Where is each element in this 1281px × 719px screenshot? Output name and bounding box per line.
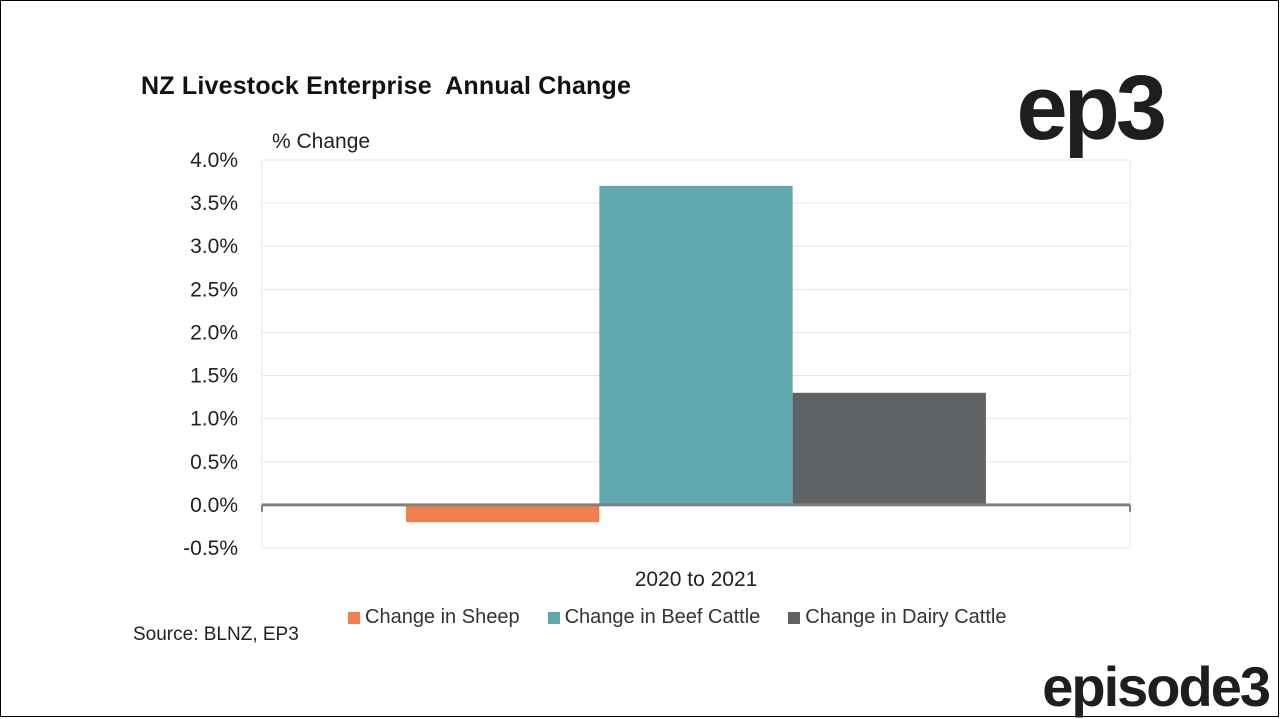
axes — [261, 503, 1131, 512]
legend-swatch — [547, 611, 560, 624]
ep3-logo: ep3 — [1016, 57, 1167, 159]
y-tick-label: -0.5% — [183, 537, 238, 560]
y-tick-label: 0.5% — [190, 451, 238, 474]
y-axis-label: % Change — [272, 130, 371, 153]
y-tick-label: 2.0% — [190, 321, 238, 344]
x-category-labels: 2020 to 2021 — [635, 568, 758, 591]
y-tick-label: 1.0% — [190, 408, 238, 431]
x-category-label: 2020 to 2021 — [635, 568, 758, 591]
legend-item: Change in Sheep — [348, 606, 520, 629]
legend-label: Change in Dairy Cattle — [805, 606, 1007, 628]
chart-legend: Change in Sheep Change in Beef Cattle Chan… — [348, 606, 1006, 629]
y-tick-label: 1.5% — [190, 365, 238, 388]
y-tick-label: 4.0% — [190, 149, 238, 172]
y-tick-label: 3.0% — [190, 235, 238, 258]
bar-change-in-sheep — [406, 504, 600, 523]
bars — [406, 185, 986, 523]
legend-swatch — [788, 611, 801, 624]
bar-change-in-beef-cattle — [599, 185, 793, 505]
episode3-logo: episode3 — [1042, 655, 1271, 718]
y-tick-label: 0.0% — [190, 494, 238, 517]
chart-title: NZ Livestock Enterprise Annual Change — [141, 72, 632, 100]
y-tick-labels: 4.0% 3.5% 3.0% 2.5% 2.0% 1.5% 1.0% 0.5% 0.0% -0.5… — [183, 149, 238, 560]
bar-change-in-dairy-cattle — [792, 392, 986, 505]
legend-item: Change in Dairy Cattle — [788, 606, 1006, 629]
source-note: Source: BLNZ, EP3 — [133, 624, 299, 645]
y-tick-label: 2.5% — [190, 278, 238, 301]
legend-swatch — [348, 611, 360, 624]
legend-item: Change in Beef Cattle — [547, 606, 761, 629]
legend-label: Change in Beef Cattle — [564, 606, 761, 628]
y-tick-label: 3.5% — [190, 192, 238, 215]
legend-label: Change in Sheep — [365, 606, 520, 628]
